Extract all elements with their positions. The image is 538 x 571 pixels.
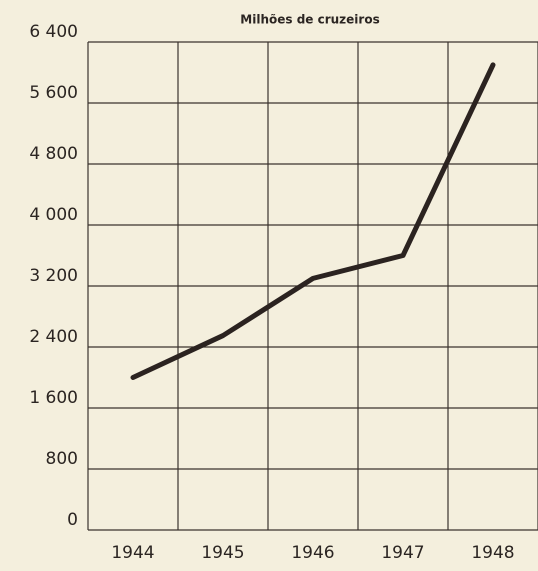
x-tick-label: 1947 xyxy=(381,543,424,563)
x-tick-label: 1944 xyxy=(111,543,154,563)
data-line xyxy=(130,62,496,380)
x-tick-label: 1945 xyxy=(201,543,244,563)
y-tick-label: 4 000 xyxy=(29,205,78,225)
y-tick-label: 0 xyxy=(67,510,78,530)
axis-title: Milhões de cruzeiros xyxy=(240,13,379,27)
y-tick-label: 3 200 xyxy=(29,266,78,286)
y-tick-label: 4 800 xyxy=(29,144,78,164)
x-tick-label: 1948 xyxy=(471,543,514,563)
x-tick-label: 1946 xyxy=(291,543,334,563)
y-tick-label: 2 400 xyxy=(29,327,78,347)
y-tick-label: 6 400 xyxy=(29,22,78,42)
y-tick-label: 1 600 xyxy=(29,388,78,408)
y-tick-label: 5 600 xyxy=(29,83,78,103)
y-tick-label: 800 xyxy=(46,449,78,469)
